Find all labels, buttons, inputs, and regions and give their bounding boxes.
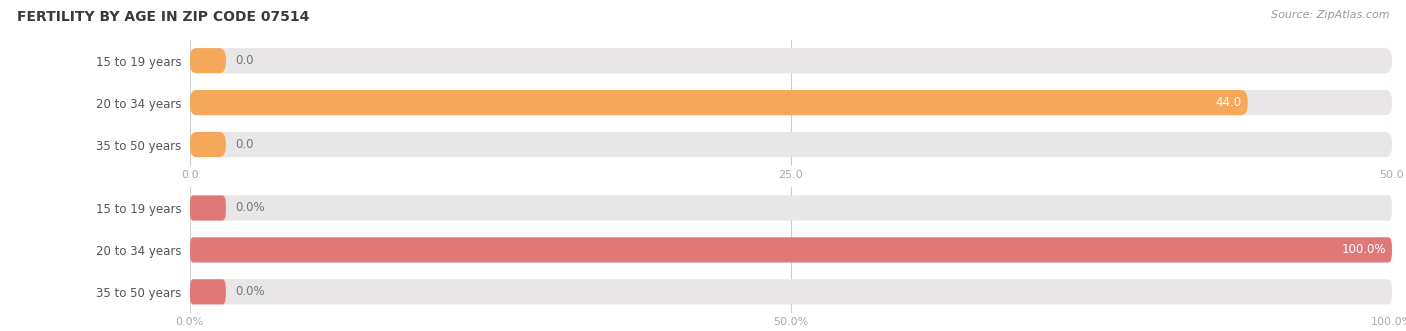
FancyBboxPatch shape: [190, 48, 226, 73]
FancyBboxPatch shape: [190, 90, 1247, 115]
FancyBboxPatch shape: [190, 90, 1392, 115]
FancyBboxPatch shape: [190, 279, 1392, 305]
Text: 44.0: 44.0: [1216, 96, 1241, 109]
FancyBboxPatch shape: [190, 279, 226, 305]
Text: 100.0%: 100.0%: [1341, 243, 1386, 257]
FancyBboxPatch shape: [190, 132, 1392, 157]
Text: 0.0%: 0.0%: [235, 202, 266, 214]
Text: 0.0: 0.0: [235, 138, 254, 151]
Text: 0.0%: 0.0%: [235, 285, 266, 298]
FancyBboxPatch shape: [190, 237, 1392, 262]
Text: Source: ZipAtlas.com: Source: ZipAtlas.com: [1271, 10, 1389, 20]
FancyBboxPatch shape: [190, 237, 1392, 262]
Text: FERTILITY BY AGE IN ZIP CODE 07514: FERTILITY BY AGE IN ZIP CODE 07514: [17, 10, 309, 24]
FancyBboxPatch shape: [190, 132, 226, 157]
Text: 0.0: 0.0: [235, 54, 254, 67]
FancyBboxPatch shape: [190, 195, 226, 220]
FancyBboxPatch shape: [190, 195, 1392, 220]
FancyBboxPatch shape: [190, 48, 1392, 73]
